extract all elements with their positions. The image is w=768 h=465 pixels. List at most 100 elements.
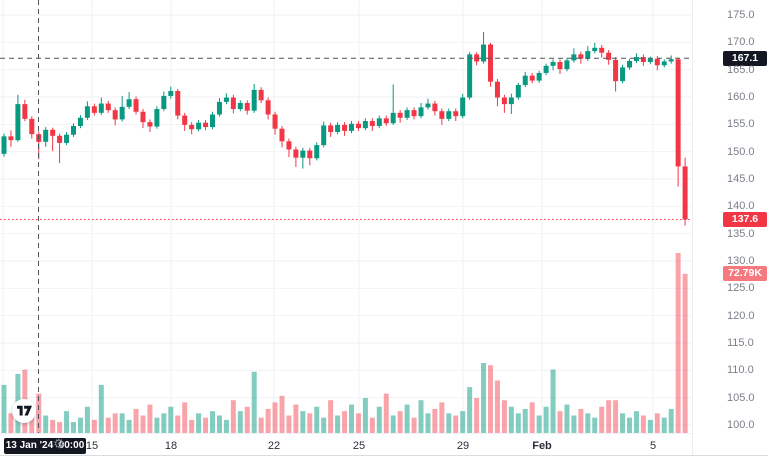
volume-bar [481,363,487,433]
price-tick-label: 140.0 [727,200,755,213]
crosshair-time-badge: 13 Jan '24 00:00 [4,438,86,454]
candle-body [119,106,125,120]
volume-bar [640,415,646,433]
volume-bar [133,408,139,433]
chart-plot-area[interactable] [0,0,692,433]
price-tick-label: 100.0 [727,419,755,431]
volume-bar [661,417,667,433]
volume-bar [244,406,250,433]
last-price-badge: 137.6 [723,211,767,227]
price-axis[interactable]: 167.1 137.6 72.79K 175.0 170.0 165.0 160.0 1… [692,0,768,456]
candle-body [43,129,49,142]
candle-body [585,51,591,59]
volume-bar [369,417,375,433]
volume-bar [105,417,111,433]
volume-bar [175,415,181,433]
gridlines [0,0,692,433]
candle-body [112,110,118,120]
candle-body [564,60,570,70]
candle-body [362,121,368,129]
volume-bar [77,417,83,433]
volume-bar [522,408,528,433]
price-tick-label: 155.0 [727,118,755,131]
volume-bar [647,419,653,433]
price-tick-label: 115.0 [727,337,754,349]
volume-bar [508,406,514,433]
volume-bar [425,413,431,433]
volume-bar [64,411,70,433]
volume-bar [383,393,389,433]
price-tick-label: 135.0 [727,227,755,240]
volume-bar [251,371,257,433]
candle-body [230,97,236,110]
candle-body [328,125,334,132]
volume-bar [633,411,639,433]
volume-bar [411,417,417,433]
candle-body [453,111,459,117]
price-tick-label: 130.0 [727,255,755,267]
candle-body [474,54,480,62]
price-tick-label: 170.0 [727,36,755,49]
volume-bar [237,411,243,433]
candle-body [57,135,63,143]
candle-body [216,101,222,115]
volume-bar [98,384,104,433]
volume-bar [36,393,42,433]
volume-bar [43,415,49,433]
volume-bar [439,402,445,433]
volume-bar [376,406,382,433]
volume-bar [126,419,132,433]
time-tick-label: 22 [267,440,281,452]
candle-body [578,54,584,59]
volume-bar [119,413,125,433]
volume-bar [307,413,313,433]
axis-settings-gear-icon[interactable]: ⚙ [53,436,65,451]
price-tick-label: 125.0 [727,282,755,295]
candle-body [1,136,7,154]
candle-body [64,134,70,143]
time-tick-label: 15 [85,440,99,452]
candle-body [682,166,688,220]
volume-bar [210,411,215,433]
candle-body [126,99,132,107]
price-tick-label: 105.0 [727,391,755,404]
candle-body [279,128,285,142]
candle-body [314,145,320,159]
volume-bar [293,404,299,433]
candle-body [571,54,577,61]
volume-bar [140,415,146,433]
candle-body [77,117,83,126]
tradingview-logo[interactable] [12,399,36,423]
candle-body [50,129,56,136]
volume-bar [279,395,285,433]
volume-bar [390,415,396,433]
volume-bar [91,419,97,433]
volume-bar [189,419,195,433]
volume-bar [515,413,521,433]
candle-body [335,124,341,132]
time-axis[interactable]: 13 Jan '24 00:00 15 18 22 25 29 Feb 5 [0,433,692,457]
price-tick-label: 145.0 [727,173,755,185]
tradingview-logo-glyph [16,405,32,416]
volume-bar [112,413,118,433]
crosshair-price-badge: 167.1 [723,50,767,66]
candle-body [418,107,424,117]
price-tick-label: 165.0 [727,63,755,76]
candle-body [675,59,681,167]
candle-body [196,122,202,130]
volume-bar [203,417,209,433]
candle-body [647,58,653,63]
volume-bar [550,369,556,433]
candle-body [460,97,466,117]
candle-body [494,81,500,98]
candle-body [446,111,452,119]
volume-bar [71,422,76,433]
candle-body [140,111,146,123]
candle-body [182,115,188,125]
candle-body [432,103,438,112]
candle-body [168,90,174,96]
candle-body [376,118,382,126]
candle-body [550,62,556,66]
price-chart-canvas[interactable] [0,0,692,433]
